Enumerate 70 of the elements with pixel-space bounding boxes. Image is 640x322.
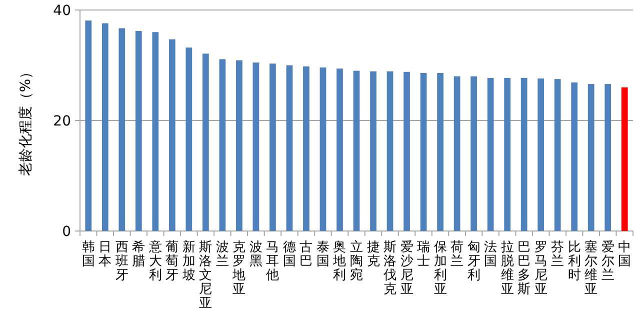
x-tick-label: 波兰 — [216, 240, 229, 269]
bar — [252, 62, 260, 231]
bar — [85, 20, 92, 231]
bar — [554, 79, 561, 231]
bar — [303, 66, 310, 231]
y-axis-title: 老龄化程度（%） — [18, 64, 34, 176]
bar — [487, 78, 494, 231]
bar — [219, 59, 226, 231]
x-tick-label: 日本 — [98, 240, 112, 269]
bar — [404, 72, 410, 231]
x-tick-label: 意大利 — [148, 240, 162, 283]
x-tick-label: 荷兰 — [450, 240, 464, 269]
bar — [386, 71, 394, 231]
x-tick-label: 保加利亚 — [434, 240, 447, 297]
x-tick-label: 新加坡 — [181, 240, 196, 283]
x-tick-label: 巴巴多斯 — [518, 240, 531, 297]
x-tick-label: 塞尔维亚 — [584, 239, 598, 297]
x-tick-label: 立陶宛 — [350, 239, 363, 283]
x-tick-label: 波黑 — [249, 240, 262, 269]
bar — [336, 68, 343, 231]
bar — [454, 76, 460, 231]
bar — [353, 70, 360, 231]
bar — [470, 76, 477, 231]
x-tick-label: 古巴 — [300, 240, 313, 269]
x-tick-label: 斯洛文尼亚 — [199, 240, 212, 311]
x-tick-label: 泰国 — [316, 240, 330, 269]
bar — [538, 78, 544, 231]
bar — [320, 67, 326, 231]
bar — [168, 39, 176, 231]
x-tick-label: 瑞士 — [417, 240, 430, 269]
x-tick-label: 罗马尼亚 — [534, 240, 548, 297]
x-tick-label: 德国 — [282, 240, 296, 269]
bar — [370, 71, 376, 231]
bar — [621, 87, 628, 231]
x-tick-label: 爱沙尼亚 — [400, 240, 414, 297]
bar — [420, 72, 427, 231]
x-tick-label: 西班牙 — [115, 240, 128, 283]
x-tick-label: 拉脱维亚 — [500, 240, 514, 297]
bar — [102, 23, 108, 231]
x-tick-label: 葡萄牙 — [166, 240, 179, 283]
x-tick-label: 马耳他 — [266, 240, 280, 283]
bar — [270, 64, 276, 231]
bar — [588, 84, 594, 231]
bar — [437, 72, 444, 231]
y-tick-label: 20 — [53, 114, 71, 130]
bar — [504, 78, 510, 231]
x-tick-label: 韩国 — [82, 240, 95, 269]
x-tick-label: 法国 — [484, 240, 498, 269]
bar — [604, 84, 612, 231]
y-tick-label: 0 — [62, 224, 71, 240]
x-tick-label: 芬兰 — [551, 240, 564, 269]
bar — [202, 54, 209, 231]
bar — [520, 78, 528, 231]
bar — [236, 60, 242, 231]
x-tick-label: 奥地利 — [332, 240, 346, 283]
x-tick-label: 克罗地亚 — [232, 240, 246, 297]
x-tick-label: 匈牙利 — [467, 240, 480, 283]
bar — [286, 65, 293, 231]
bar — [571, 82, 578, 231]
bar — [135, 30, 142, 231]
bar — [152, 32, 159, 231]
x-tick-label: 比利时 — [568, 240, 581, 283]
x-tick-label: 中国 — [618, 240, 632, 269]
x-tick-label: 希腊 — [132, 240, 146, 269]
y-tick-label: 40 — [53, 3, 71, 19]
bar — [118, 28, 126, 231]
x-tick-label: 爱尔兰 — [601, 240, 614, 283]
x-tick-label: 斯洛伐克 — [384, 240, 397, 297]
x-tick-label: 捷克 — [366, 240, 380, 269]
bar — [186, 48, 192, 231]
